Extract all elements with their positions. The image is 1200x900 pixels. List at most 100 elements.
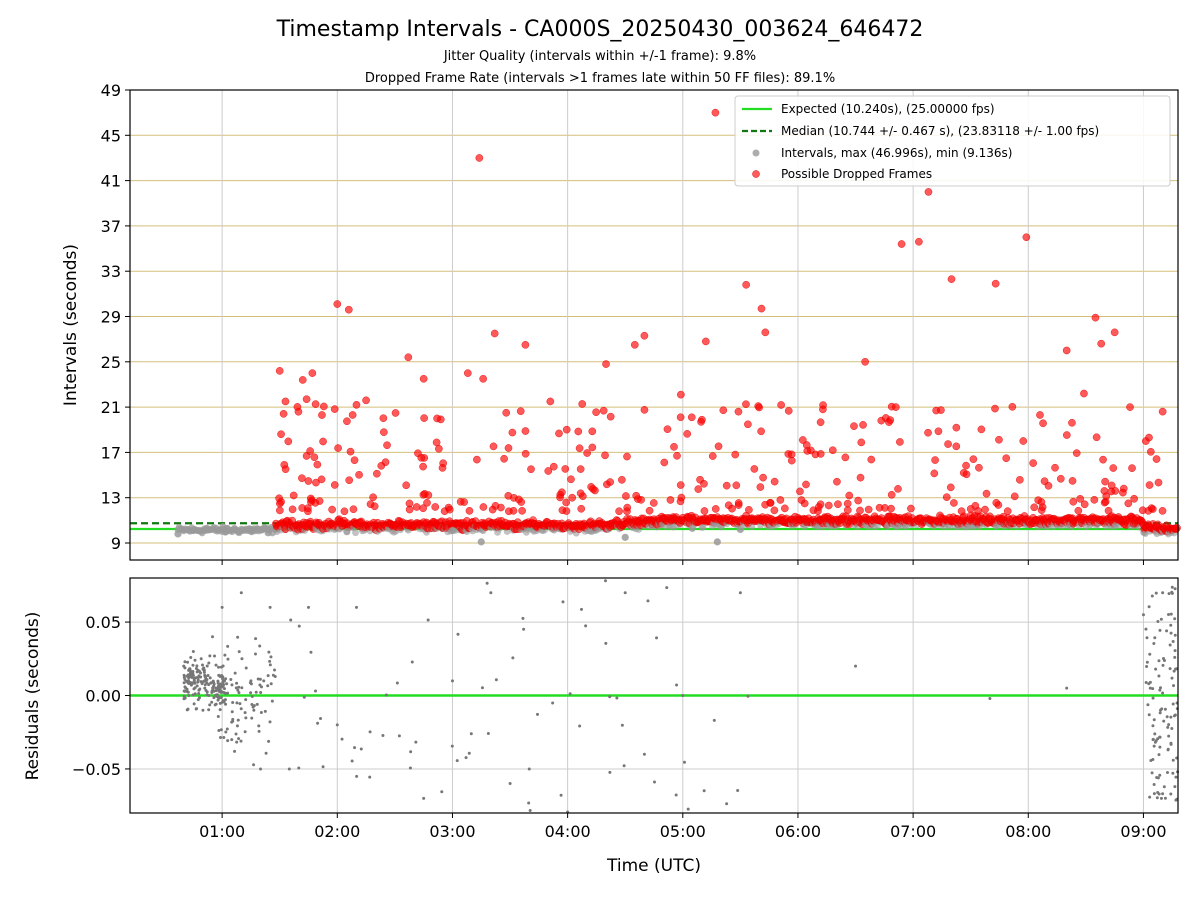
dropped-frame-point [317,475,326,484]
chart-subtitle-jitter: Jitter Quality (intervals within +/-1 fr… [443,49,756,64]
residual-point [522,627,526,631]
dropped-frame-point [1022,233,1031,242]
dropped-frame-point [742,280,750,289]
residual-point [234,732,238,736]
residual-point [1158,711,1162,715]
residual-point [229,677,233,681]
legend-label-expected: Expected (10.240s), (25.00000 fps) [781,102,995,116]
residual-point [528,809,532,813]
residual-point [219,689,223,693]
residual-point [1171,771,1175,775]
dropped-frame-point [969,455,978,463]
dropped-frame-point [391,409,400,417]
dropped-frame-point [1110,328,1119,337]
dropped-frame-point [601,451,609,460]
residual-point [579,607,583,611]
residual-point [196,678,200,682]
dropped-frame-point [666,496,675,504]
y-tick-label: 17 [101,443,121,462]
residual-point [450,744,454,748]
dropped-frame-point [816,418,825,427]
dropped-frame-point [631,341,639,349]
residual-point [409,750,413,754]
dropped-frame-point [1147,447,1155,456]
dropped-frame-point [606,478,614,486]
dropped-frame-point [355,471,363,479]
residual-point [1171,702,1175,706]
y-tick-label: 29 [101,308,121,327]
residual-point [665,586,669,590]
residual-point [1144,627,1148,631]
residual-point [368,775,372,779]
dropped-frame-point [841,453,850,462]
interval-point [189,526,197,535]
x-tick-label: 01:00 [199,822,245,841]
residual-point [208,676,212,680]
residual-point [469,732,473,736]
dropped-frame-point [732,481,741,490]
residual-point [183,660,187,664]
dropped-frame-point [576,489,585,498]
residual-point [182,664,186,668]
residual-point [1151,737,1155,741]
residual-point [235,701,239,705]
residual-point [244,716,248,720]
dropped-frame-point [313,460,322,469]
residual-point [236,718,240,722]
dropped-frame-point [491,502,500,510]
residual-point [239,591,243,595]
dropped-frame-point [281,397,290,406]
residual-point [212,696,216,700]
residual-point [214,702,218,706]
dropped-frame-point [555,429,563,438]
residual-point [1153,636,1157,640]
dropped-frame-point [982,489,991,498]
dropped-frame-point [677,390,685,399]
residual-point [988,696,992,700]
x-tick-label: 07:00 [890,822,936,841]
residual-point [250,702,254,706]
residual-point [456,632,460,636]
residual-point [675,683,679,687]
residual-point [205,664,209,668]
residual-point [222,679,226,683]
residual-point [185,689,189,693]
dropped-frame-point [1036,411,1044,419]
residuals-y-ticks: −0.05 0.00 0.05 [72,613,130,779]
interval-point [222,528,230,536]
dropped-frame-point [288,505,297,514]
residual-point [297,766,301,770]
dropped-frame-point [1104,506,1113,515]
residual-point [201,667,205,671]
dropped-frame-point [861,358,869,366]
residual-point [194,707,198,711]
dropped-frame-point [930,469,939,478]
residual-point [1158,735,1162,739]
dropped-frame-point [856,473,865,482]
residual-point [494,678,498,682]
residual-point [223,691,227,695]
dropped-frame-point [962,461,970,470]
interval-point [352,529,359,537]
dropped-frame-point [755,403,763,412]
residual-point [211,686,215,690]
residual-point [1167,723,1171,727]
residual-point [1168,667,1172,671]
residual-point [191,649,195,653]
residual-point [1167,592,1171,596]
dropped-frame-point [377,461,386,470]
residual-point [224,702,228,706]
dropped-frame-point [561,465,570,473]
residual-point [268,659,272,663]
residual-point [258,644,262,648]
residual-point [1148,680,1152,684]
dropped-frame-point [623,452,631,461]
residual-point [252,704,256,708]
dropped-frame-point [333,300,342,308]
dropped-frame-point [702,337,710,346]
dropped-frame-point [1147,504,1156,512]
dropped-frame-point [887,490,896,499]
dropped-frame-point [854,496,862,505]
dropped-frame-point [349,505,358,514]
residual-point [224,677,228,681]
